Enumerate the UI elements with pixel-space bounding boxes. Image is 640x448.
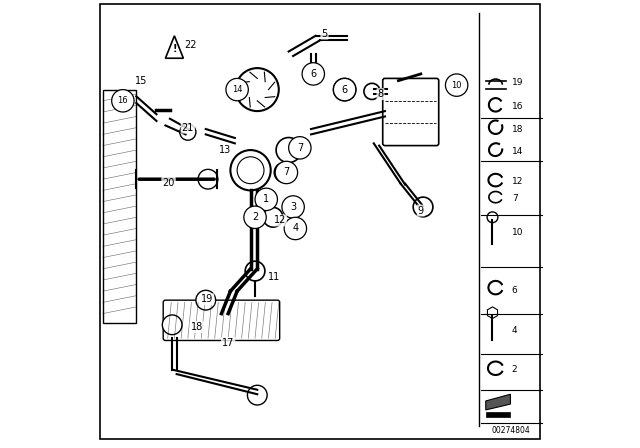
Text: 15: 15 <box>134 76 147 86</box>
Text: 2: 2 <box>252 212 258 222</box>
Text: 6: 6 <box>512 286 518 295</box>
Text: 17: 17 <box>222 338 234 348</box>
Circle shape <box>364 83 380 99</box>
Text: 9: 9 <box>418 206 424 215</box>
Text: 19: 19 <box>512 78 524 87</box>
Text: 10: 10 <box>512 228 524 237</box>
Text: 00274804: 00274804 <box>492 426 531 435</box>
Circle shape <box>276 138 301 163</box>
Text: 13: 13 <box>219 145 231 155</box>
Polygon shape <box>486 412 511 417</box>
Circle shape <box>263 207 283 227</box>
Text: 5: 5 <box>321 29 328 39</box>
Text: 16: 16 <box>512 102 524 111</box>
Circle shape <box>333 78 356 101</box>
Text: 14: 14 <box>512 147 523 156</box>
Text: 8: 8 <box>378 89 383 99</box>
Circle shape <box>180 124 196 140</box>
Text: 11: 11 <box>268 272 280 282</box>
Text: 19: 19 <box>201 294 213 304</box>
Text: 21: 21 <box>182 123 194 133</box>
Text: 3: 3 <box>290 202 296 212</box>
Circle shape <box>333 78 356 101</box>
Text: 12: 12 <box>512 177 523 186</box>
Circle shape <box>289 137 311 159</box>
Text: 7: 7 <box>297 143 303 153</box>
Text: !: ! <box>172 44 177 54</box>
Text: 7: 7 <box>512 194 518 203</box>
Circle shape <box>244 206 266 228</box>
Circle shape <box>255 188 278 211</box>
Circle shape <box>282 196 305 218</box>
Polygon shape <box>486 394 511 410</box>
Text: 20: 20 <box>163 178 175 188</box>
Text: 18: 18 <box>191 322 203 332</box>
Text: 18: 18 <box>512 125 524 134</box>
Circle shape <box>163 315 182 335</box>
Text: 22: 22 <box>184 40 196 50</box>
Text: 4: 4 <box>292 224 298 233</box>
Circle shape <box>112 90 134 112</box>
Text: 7: 7 <box>284 168 289 177</box>
Circle shape <box>275 163 294 182</box>
Circle shape <box>198 169 218 189</box>
Circle shape <box>237 157 264 184</box>
Circle shape <box>245 261 265 281</box>
Circle shape <box>248 385 267 405</box>
Bar <box>103 90 136 323</box>
Circle shape <box>236 68 279 111</box>
Text: 10: 10 <box>451 81 462 90</box>
Circle shape <box>275 161 298 184</box>
Circle shape <box>284 217 307 240</box>
Text: 4: 4 <box>512 326 517 335</box>
Circle shape <box>487 212 498 223</box>
Text: 6: 6 <box>342 85 348 95</box>
Text: 1: 1 <box>263 194 269 204</box>
Circle shape <box>230 150 271 190</box>
Text: 2: 2 <box>512 365 517 374</box>
Circle shape <box>413 197 433 217</box>
Text: 12: 12 <box>273 215 286 225</box>
Circle shape <box>302 63 324 85</box>
Text: 16: 16 <box>118 96 128 105</box>
Circle shape <box>226 78 248 101</box>
Text: 14: 14 <box>232 85 243 94</box>
Text: 6: 6 <box>310 69 316 79</box>
Circle shape <box>445 74 468 96</box>
Circle shape <box>196 290 216 310</box>
